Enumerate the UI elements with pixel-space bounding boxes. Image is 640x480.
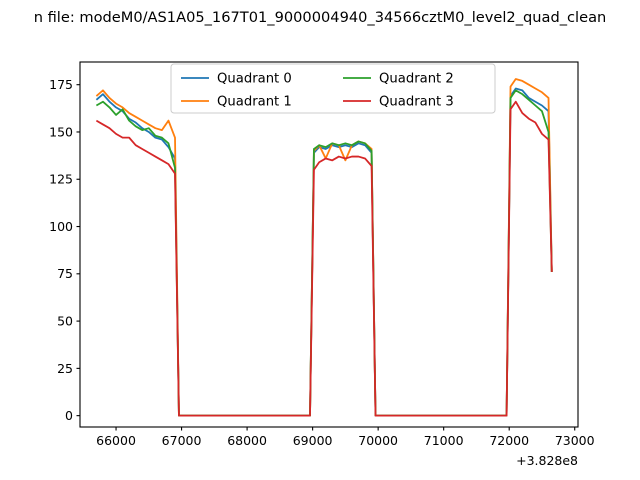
legend-label-quadrant-2: Quadrant 2 <box>379 72 454 87</box>
x-tick-label: 73000 <box>555 433 595 448</box>
y-tick-label: 75 <box>57 266 73 281</box>
y-tick-label: 125 <box>49 172 73 187</box>
x-tick-label: 70000 <box>358 433 398 448</box>
axes-frame <box>79 61 579 428</box>
legend-label-quadrant-1: Quadrant 1 <box>217 95 292 110</box>
y-tick-label: 0 <box>65 408 73 423</box>
chart-legend: Quadrant 0 Quadrant 1 Quadrant 2 Quadrant 3 <box>170 63 496 114</box>
y-tick-label: 150 <box>49 124 73 139</box>
x-tick-label: 67000 <box>162 433 202 448</box>
legend-label-quadrant-3: Quadrant 3 <box>379 95 454 110</box>
y-tick-label: 50 <box>57 313 73 328</box>
x-tick-label: 68000 <box>227 433 267 448</box>
y-tick-label: 25 <box>57 361 73 376</box>
legend-label-quadrant-0: Quadrant 0 <box>217 72 292 87</box>
chart-title: n file: modeM0/AS1A05_167T01_9000004940_… <box>33 9 607 26</box>
x-tick-label: 69000 <box>293 433 333 448</box>
series-line-quadrant-1 <box>95 78 553 417</box>
y-tick-label: 175 <box>49 77 73 92</box>
x-tick-label: 72000 <box>489 433 529 448</box>
y-tick-label: 100 <box>49 219 73 234</box>
x-tick-label: 66000 <box>96 433 136 448</box>
x-axis-offset-label: +3.828e8 <box>516 453 578 468</box>
series-line-quadrant-3 <box>95 100 553 417</box>
series-line-quadrant-2 <box>95 89 553 417</box>
series-line-quadrant-0 <box>95 87 553 417</box>
data-series-group <box>95 78 553 417</box>
x-tick-label: 71000 <box>424 433 464 448</box>
legend-box <box>170 63 496 114</box>
